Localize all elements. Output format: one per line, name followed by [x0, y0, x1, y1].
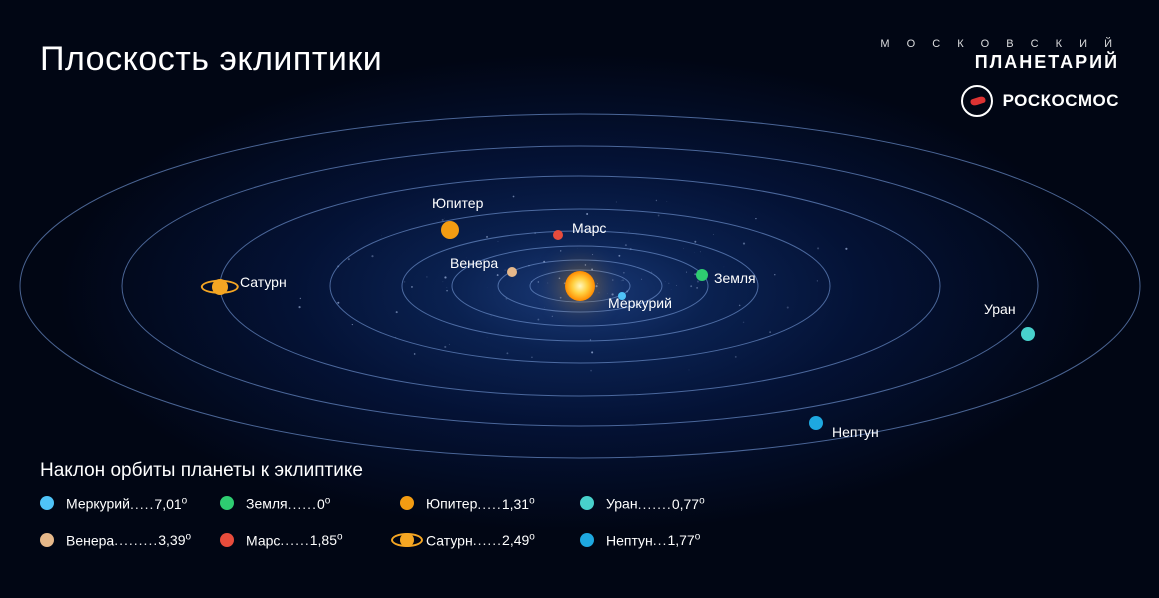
- legend-title: Наклон орбиты планеты к эклиптике: [40, 460, 363, 482]
- planet-uranus: [1021, 327, 1035, 341]
- planet-label-mercury: Меркурий: [608, 295, 672, 311]
- planet-mars: [553, 230, 563, 240]
- legend-swatch-icon: [400, 533, 414, 547]
- legend-text: Уран.......0,77o: [606, 495, 705, 512]
- legend-swatch-icon: [40, 496, 54, 510]
- legend-swatch-icon: [580, 496, 594, 510]
- planet-label-neptune: Нептун: [832, 424, 879, 440]
- legend-item-3: Уран.......0,77o: [580, 495, 760, 512]
- planet-label-saturn: Сатурн: [240, 274, 287, 290]
- legend-text: Меркурий.....7,01o: [66, 495, 187, 512]
- planet-label-venus: Венера: [450, 255, 498, 271]
- legend-swatch-icon: [580, 533, 594, 547]
- planet-jupiter: [441, 221, 459, 239]
- legend-text: Сатурн......2,49o: [426, 532, 535, 549]
- planet-label-uranus: Уран: [984, 301, 1016, 317]
- legend-item-6: Сатурн......2,49o: [400, 532, 580, 549]
- legend-swatch-icon: [400, 496, 414, 510]
- legend-text: Венера.........3,39o: [66, 532, 191, 549]
- legend-item-5: Марс......1,85o: [220, 532, 400, 549]
- legend-text: Земля......0o: [246, 495, 330, 512]
- legend-item-7: Нептун...1,77o: [580, 532, 760, 549]
- planet-label-mars: Марс: [572, 220, 606, 236]
- planet-earth: [696, 269, 708, 281]
- legend-text: Юпитер.....1,31o: [426, 495, 535, 512]
- sun: [565, 271, 595, 301]
- legend-text: Нептун...1,77o: [606, 532, 700, 549]
- legend-item-1: Земля......0o: [220, 495, 400, 512]
- legend-swatch-icon: [40, 533, 54, 547]
- planet-saturn: [212, 279, 228, 295]
- planet-label-earth: Земля: [714, 270, 756, 286]
- planet-label-jupiter: Юпитер: [432, 195, 483, 211]
- legend-swatch-icon: [220, 496, 234, 510]
- legend-item-2: Юпитер.....1,31o: [400, 495, 580, 512]
- legend-item-4: Венера.........3,39o: [40, 532, 220, 549]
- planet-venus: [507, 267, 517, 277]
- legend-swatch-icon: [220, 533, 234, 547]
- planet-neptune: [809, 416, 823, 430]
- legend-text: Марс......1,85o: [246, 532, 343, 549]
- legend: Меркурий.....7,01o Земля......0o Юпитер...…: [40, 495, 760, 548]
- legend-item-0: Меркурий.....7,01o: [40, 495, 220, 512]
